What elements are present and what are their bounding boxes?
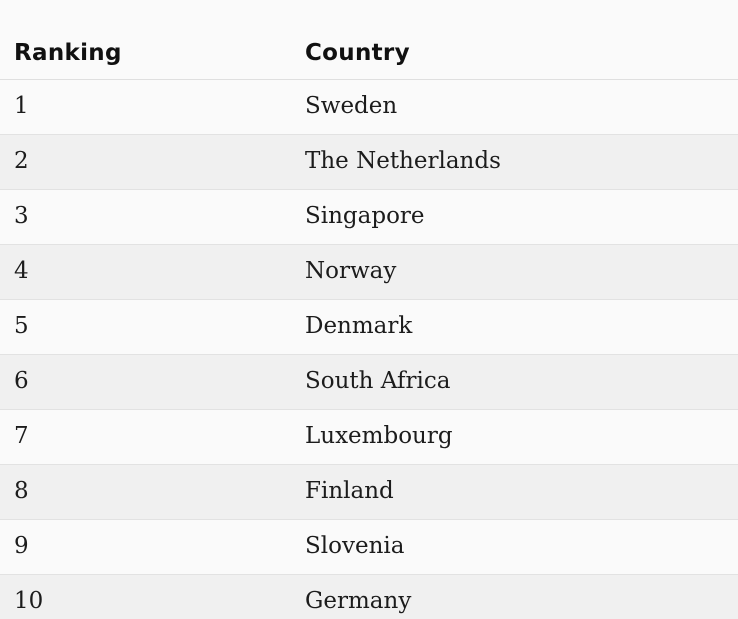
country-cell: Slovenia [305,533,405,560]
country-cell: Singapore [305,203,425,230]
table-row: 4 Norway [0,245,738,300]
table-row: 10 Germany [0,575,738,619]
country-cell: South Africa [305,368,451,395]
country-cell: Luxembourg [305,423,453,450]
ranking-cell: 2 [14,148,29,175]
ranking-cell: 5 [14,313,29,340]
ranking-cell: 4 [14,258,29,285]
column-header-country: Country [305,39,410,66]
country-cell: Finland [305,478,394,505]
table-row: 3 Singapore [0,190,738,245]
table-row: 7 Luxembourg [0,410,738,465]
table-row: 1 Sweden [0,80,738,135]
table-row: 2 The Netherlands [0,135,738,190]
country-cell: The Netherlands [305,148,501,175]
ranking-cell: 3 [14,203,29,230]
country-cell: Norway [305,258,397,285]
table-row: 5 Denmark [0,300,738,355]
country-cell: Sweden [305,93,398,120]
ranking-cell: 1 [14,93,29,120]
ranking-cell: 7 [14,423,29,450]
country-cell: Germany [305,588,412,615]
ranking-cell: 10 [14,588,44,615]
ranking-cell: 8 [14,478,29,505]
table-row: 8 Finland [0,465,738,520]
table-header-row: Ranking Country [0,0,738,80]
ranking-cell: 9 [14,533,29,560]
table-row: 6 South Africa [0,355,738,410]
ranking-cell: 6 [14,368,29,395]
table-row: 9 Slovenia [0,520,738,575]
column-header-ranking: Ranking [14,39,122,66]
country-cell: Denmark [305,313,413,340]
table-body: 1 Sweden 2 The Netherlands 3 Singapore 4… [0,80,738,619]
